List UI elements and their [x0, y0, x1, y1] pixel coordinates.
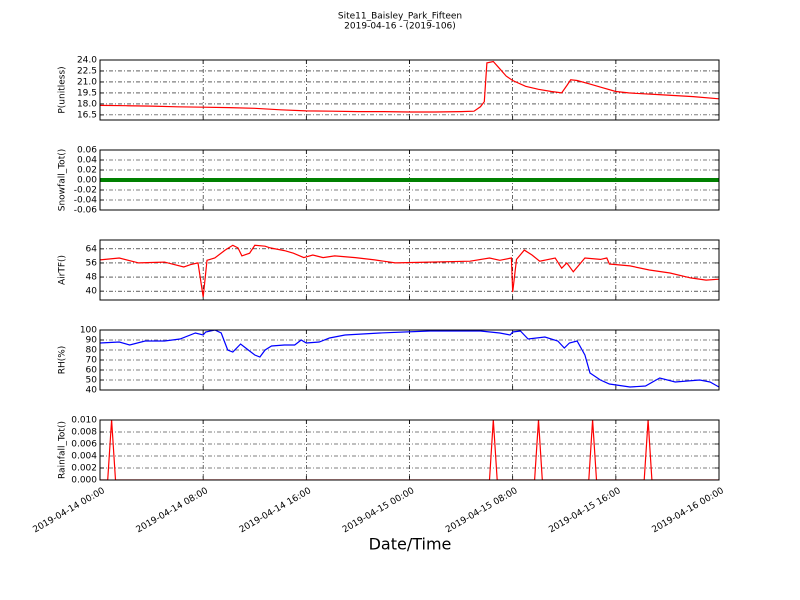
y-tick-label: 24.0: [77, 56, 97, 66]
x-tick-label: 2019-04-15 00:00: [341, 486, 416, 535]
y-tick-label: -0.06: [74, 206, 98, 216]
y-tick-label: 90: [86, 336, 98, 346]
x-tick-label: 2019-04-14 08:00: [135, 486, 210, 535]
y-tick-label: 64: [86, 244, 98, 254]
plot-frame: [99, 149, 720, 211]
y-tick-label: 0.002: [71, 464, 97, 474]
data-line: [100, 330, 719, 388]
y-tick-label: 0.00: [77, 176, 97, 186]
x-tick-label: 2019-04-14 16:00: [238, 486, 313, 535]
x-tick-label: 2019-04-14 00:00: [32, 486, 107, 535]
y-axis-label: P(unitless): [58, 66, 68, 113]
y-tick-label: 70: [86, 356, 98, 366]
y-tick-label: 50: [86, 376, 98, 386]
y-tick-label: 48: [86, 273, 98, 283]
data-line: [100, 60, 719, 113]
y-tick-label: -0.02: [74, 186, 97, 196]
plot-frame: [99, 329, 720, 391]
plot-frame: [99, 239, 720, 301]
y-tick-label: 0.010: [71, 416, 97, 426]
y-tick-label: 80: [86, 346, 98, 356]
x-tick-label: 2019-04-16 00:00: [651, 486, 726, 535]
y-axis-label: Rainfall_Tot(): [58, 421, 68, 479]
y-axis-label: Snowfall_Tot(): [58, 149, 68, 212]
y-tick-label: 40: [86, 386, 98, 396]
y-tick-label: 0.004: [71, 452, 97, 462]
y-tick-label: 22.5: [77, 66, 97, 76]
y-tick-label: 21.0: [77, 77, 97, 87]
y-tick-label: 100: [80, 326, 97, 336]
y-axis-label: RH(%): [58, 346, 68, 375]
y-axis-label: AirTF(): [58, 255, 68, 285]
data-line: [100, 244, 719, 298]
x-tick-label: 2019-04-15 08:00: [444, 486, 519, 535]
y-tick-label: 0.04: [77, 156, 97, 166]
y-tick-label: -0.04: [74, 196, 98, 206]
y-tick-label: 16.5: [77, 110, 97, 120]
y-tick-label: 0.006: [71, 440, 97, 450]
y-tick-label: 40: [86, 287, 98, 297]
x-tick-label: 2019-04-15 16:00: [547, 486, 622, 535]
y-tick-label: 56: [86, 258, 98, 268]
chart-subtitle: 2019-04-16 - (2019-106): [344, 22, 456, 32]
y-tick-label: 0.008: [71, 428, 97, 438]
y-tick-label: 60: [86, 366, 98, 376]
plot-frame: [99, 419, 720, 481]
chart-title: Site11_Baisley_Park_Fifteen: [338, 12, 462, 22]
data-line: [100, 420, 719, 480]
y-tick-label: 18.0: [77, 99, 97, 109]
y-tick-label: 0.06: [77, 146, 97, 156]
plot-frame: [99, 59, 720, 121]
y-tick-label: 0.02: [77, 166, 97, 176]
x-axis-label: Date/Time: [369, 535, 452, 554]
y-tick-label: 19.5: [77, 88, 97, 98]
y-tick-label: 0.000: [71, 476, 97, 486]
